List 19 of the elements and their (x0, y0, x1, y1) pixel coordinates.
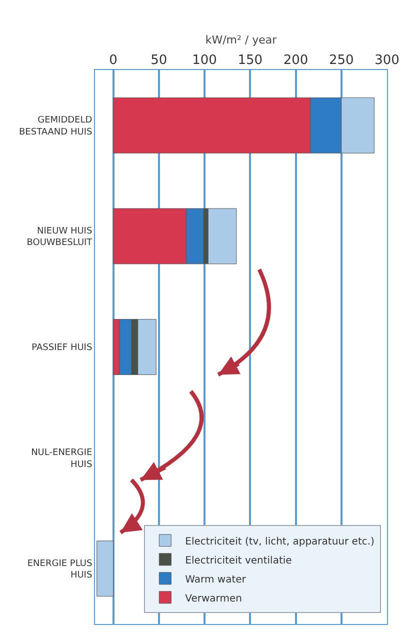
y-tick-label: NUL-ENERGIE HUIS (31, 448, 92, 470)
x-tick-label: 50 (150, 52, 168, 68)
y-tick-label: NIEUW HUIS BOUWBESLUIT (26, 226, 93, 248)
y-tick-label: ENERGIE PLUS HUIS (27, 558, 92, 581)
x-tick-label: 250 (328, 52, 354, 68)
legend-label: Verwarmen (185, 593, 242, 604)
x-axis-title: kW/m² / year (205, 33, 278, 46)
legend-label: Electriciteit ventilatie (185, 555, 292, 566)
x-tick-label: 100 (192, 52, 217, 68)
bar (208, 208, 237, 264)
legend-label: Warm water (185, 574, 247, 586)
x-tick-label: 0 (109, 52, 118, 68)
x-tick-label: 200 (283, 52, 308, 68)
y-tick-label: GEMIDDELD BESTAAND HUIS (19, 116, 92, 138)
bar (96, 540, 114, 597)
x-tick-label: 150 (238, 52, 263, 68)
x-tick-label: 300 (374, 52, 400, 68)
legend-label: Electriciteit (tv, licht, apparatuur etc.) (185, 536, 375, 548)
y-tick-label: PASSIEF HUIS (32, 343, 92, 354)
